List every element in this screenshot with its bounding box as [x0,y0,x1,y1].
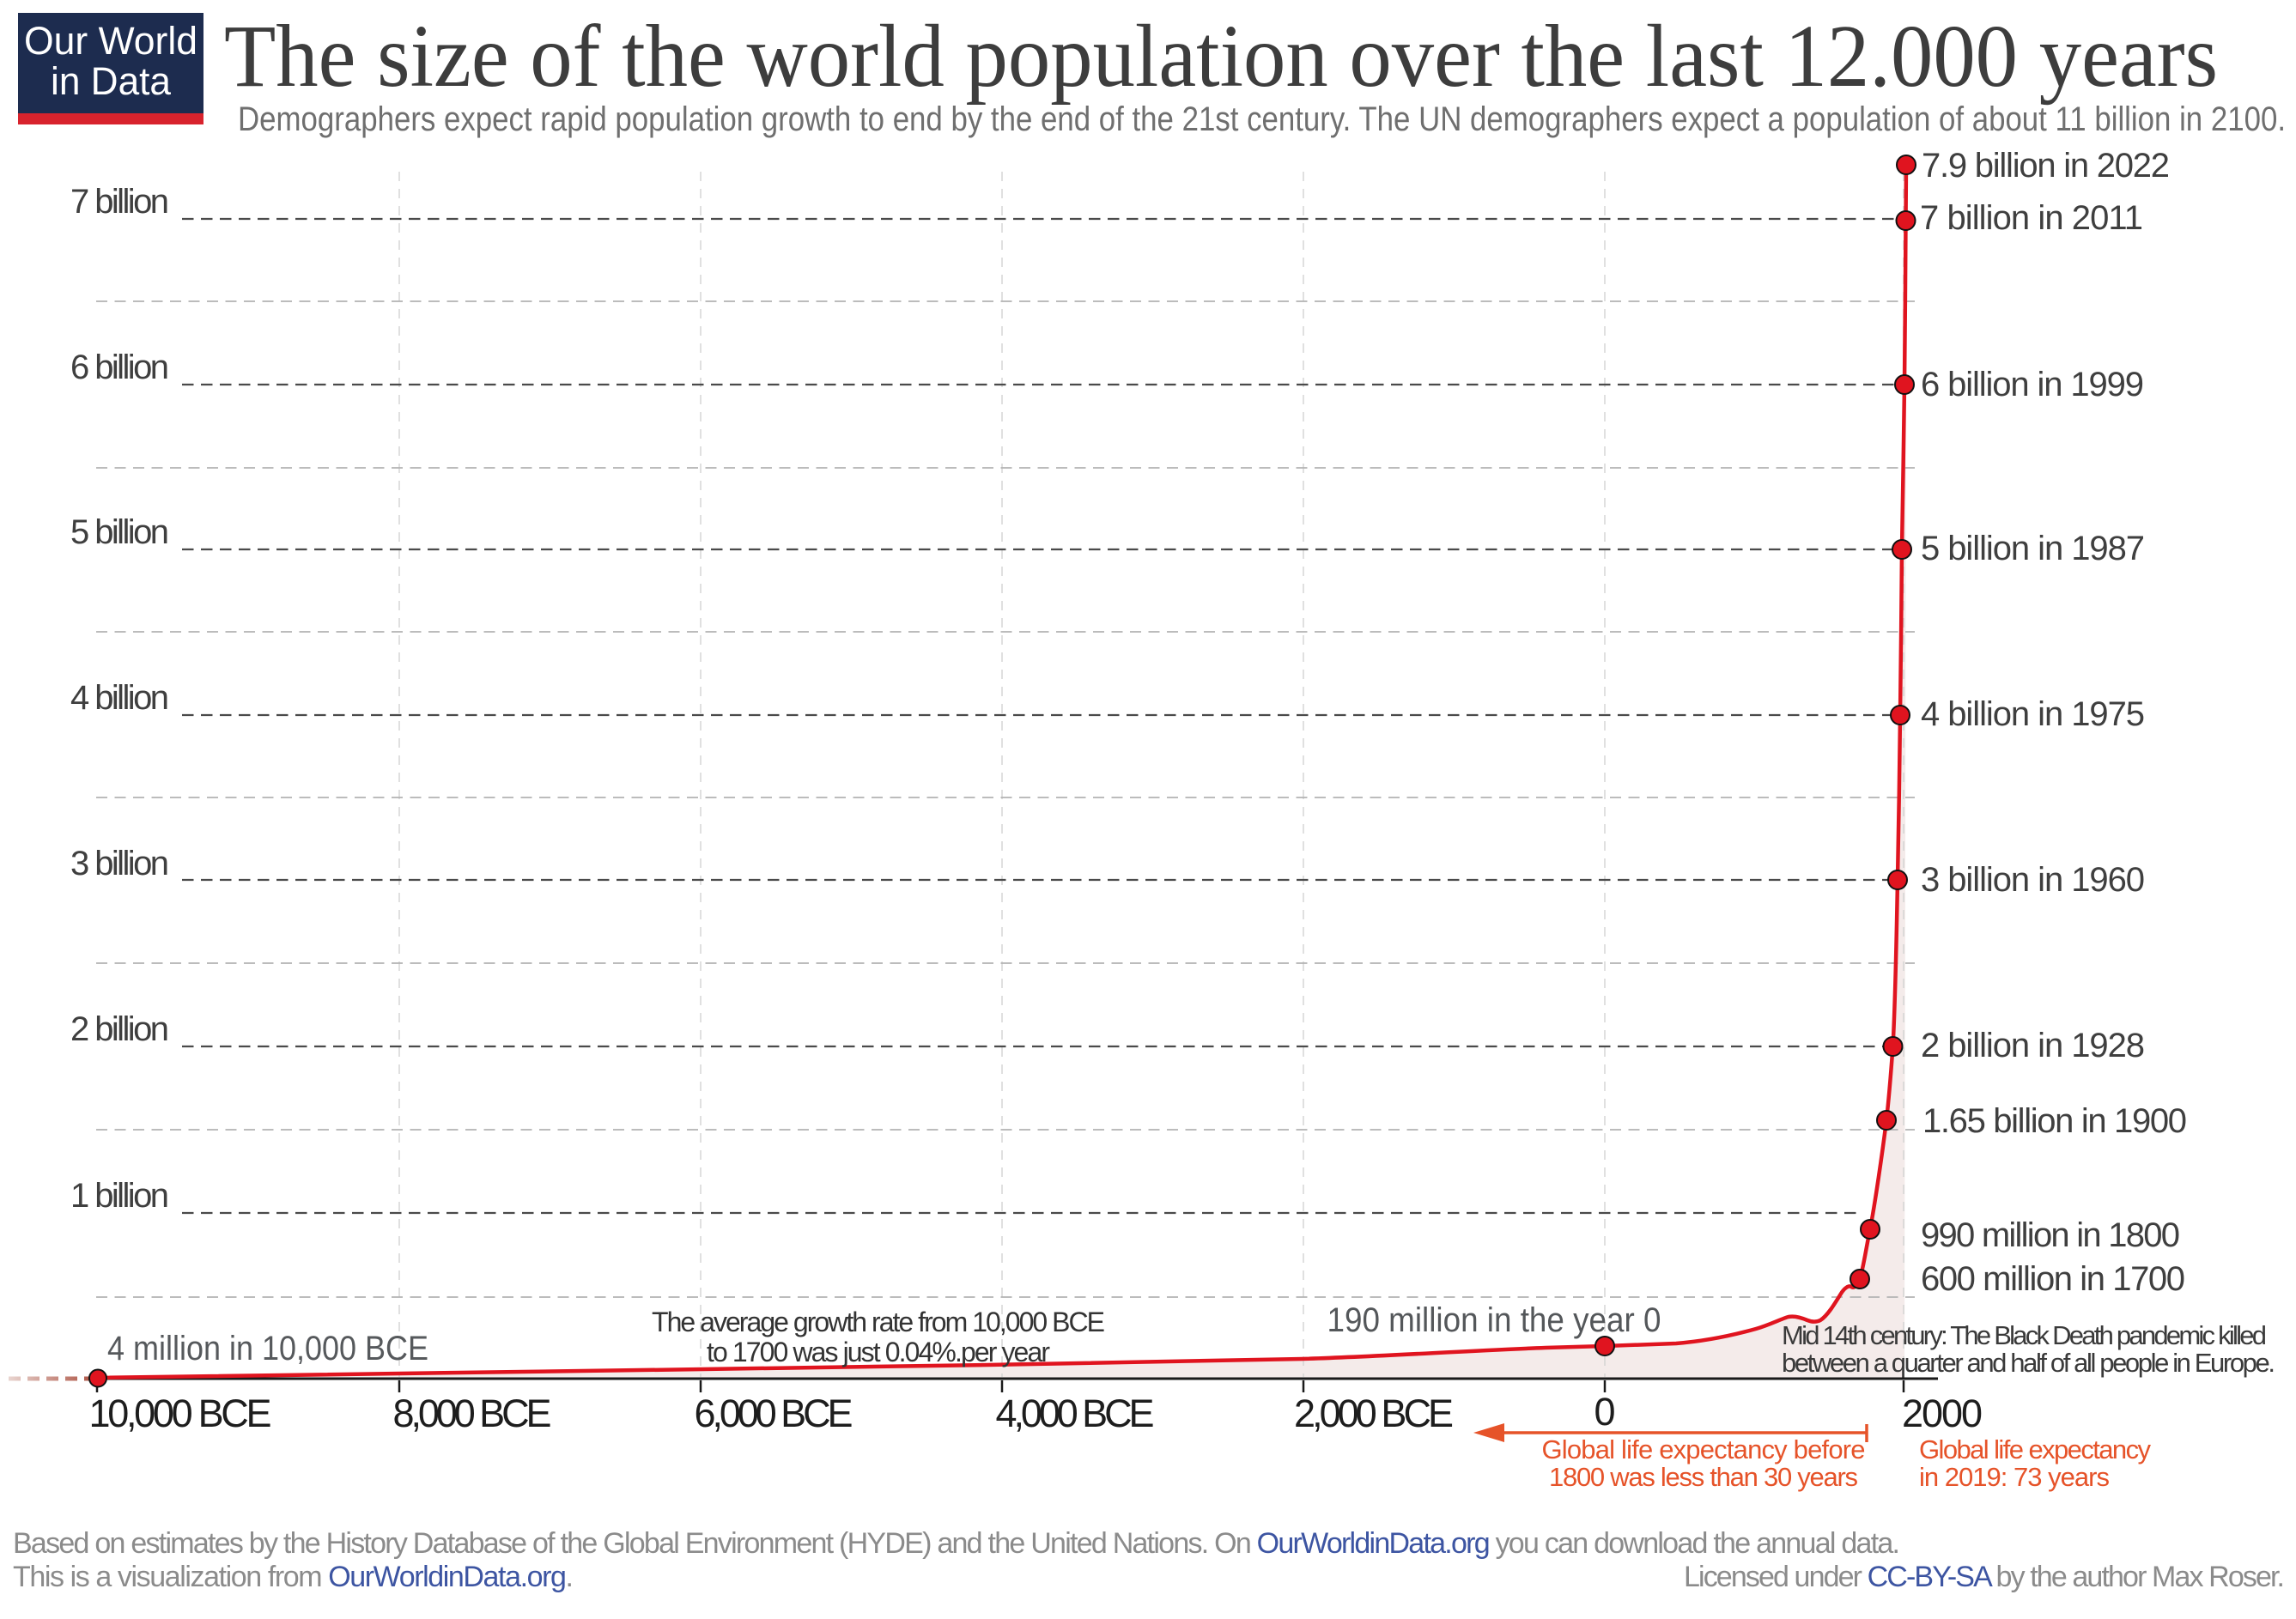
svg-text:3 billion: 3 billion [70,845,169,882]
svg-text:4,000 BCE: 4,000 BCE [996,1392,1155,1435]
svg-text:in 2019: 73 years: in 2019: 73 years [1919,1462,2110,1492]
svg-text:10,000 BCE: 10,000 BCE [89,1392,272,1435]
svg-text:Licensed under CC-BY-SA by the: Licensed under CC-BY-SA by the author Ma… [1684,1561,2285,1593]
svg-text:6,000 BCE: 6,000 BCE [695,1392,853,1435]
svg-text:Global life expectancy before: Global life expectancy before [1542,1434,1866,1464]
svg-text:to 1700 was just 0.04%.per ye: to 1700 was just 0.04%.per year [707,1337,1050,1367]
svg-text:5 billion: 5 billion [70,513,169,551]
svg-text:6 billion: 6 billion [70,349,169,386]
svg-text:between a quarter and half of: between a quarter and half of all people… [1782,1348,2275,1378]
svg-text:2000: 2000 [1902,1392,1983,1435]
svg-text:7.9 billion in 2022: 7.9 billion in 2022 [1922,147,2170,185]
svg-text:5 billion in 1987: 5 billion in 1987 [1921,530,2145,567]
svg-text:8,000 BCE: 8,000 BCE [393,1392,552,1435]
svg-text:1 billion: 1 billion [70,1177,169,1215]
svg-text:3 billion in 1960: 3 billion in 1960 [1921,861,2145,899]
svg-text:600 million in 1700: 600 million in 1700 [1921,1260,2185,1298]
svg-text:The average growth rate from 1: The average growth rate from 10,000 BCE [652,1307,1105,1337]
svg-text:This is a visualization from O: This is a visualization from OurWorldinD… [13,1561,574,1593]
svg-text:2,000 BCE: 2,000 BCE [1294,1392,1454,1435]
svg-text:7 billion in 2011: 7 billion in 2011 [1920,199,2143,237]
svg-text:990 million in 1800: 990 million in 1800 [1921,1216,2180,1254]
svg-text:Mid 14th century: The Black De: Mid 14th century: The Black Death pandem… [1782,1320,2267,1350]
svg-text:1800 was less than 30 years: 1800 was less than 30 years [1549,1462,1858,1492]
svg-text:6 billion in 1999: 6 billion in 1999 [1921,366,2144,403]
svg-text:190 million in the year 0: 190 million in the year 0 [1327,1301,1661,1339]
svg-text:Global life expectancy: Global life expectancy [1919,1434,2152,1464]
svg-text:Based on estimates by the Hist: Based on estimates by the History Databa… [13,1527,1900,1560]
svg-text:2 billion in 1928: 2 billion in 1928 [1921,1027,2145,1064]
svg-text:1.65 billion in 1900: 1.65 billion in 1900 [1922,1102,2187,1140]
svg-text:4 billion in 1975: 4 billion in 1975 [1921,695,2145,733]
svg-text:4 million in 10,000 BCE: 4 million in 10,000 BCE [107,1330,428,1367]
svg-text:The size of the world populati: The size of the world population over th… [224,7,2218,106]
svg-text:0: 0 [1594,1390,1615,1434]
svg-text:in Data: in Data [51,59,172,103]
svg-text:Demographers expect rapid popu: Demographers expect rapid population gro… [238,100,2286,138]
svg-text:2 billion: 2 billion [70,1010,169,1048]
svg-text:7 billion: 7 billion [70,183,169,221]
svg-text:4 billion: 4 billion [70,679,169,717]
svg-text:Our World: Our World [24,19,197,63]
